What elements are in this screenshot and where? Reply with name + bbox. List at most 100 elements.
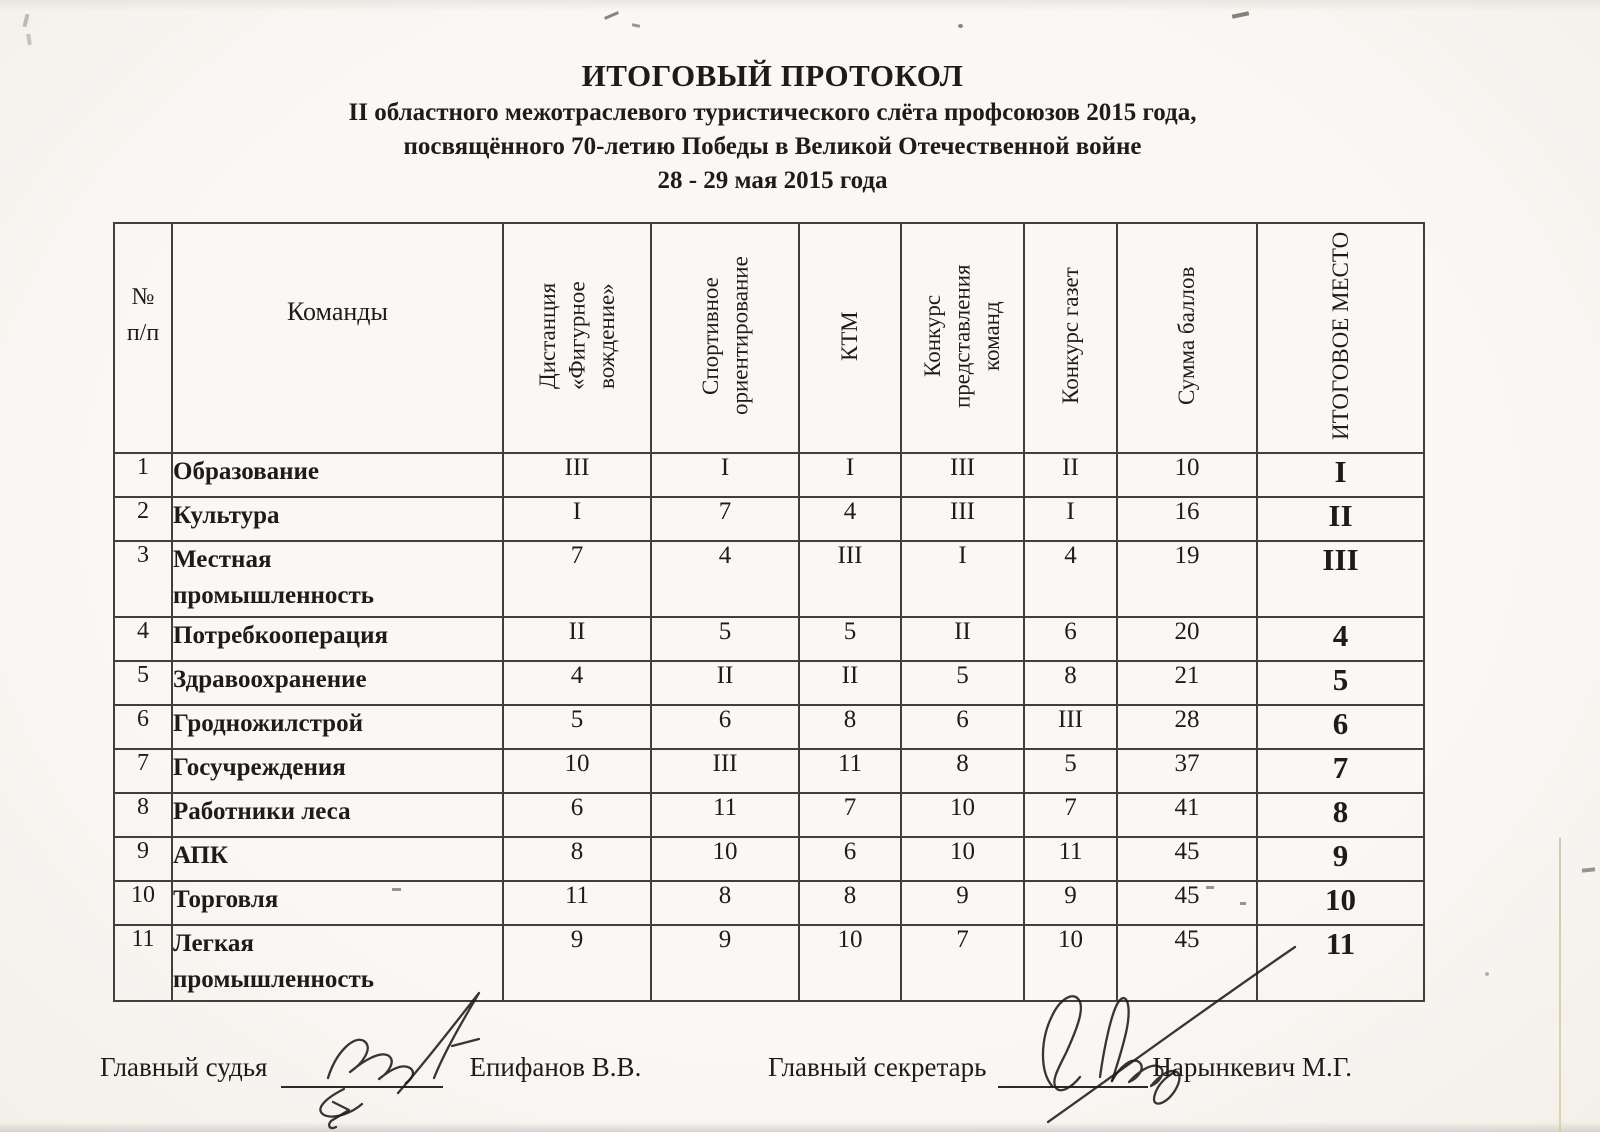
orienteering-score-cell: II xyxy=(650,660,800,706)
scan-artifact xyxy=(958,24,963,28)
table-row: 8 Работники леса 6 11 7 10 7 41 8 xyxy=(113,792,1425,838)
team-name-cell: Легкая промышленность xyxy=(171,924,504,1002)
ktm-score-cell: 8 xyxy=(798,880,902,926)
col-header-newspaper-contest-label: Конкурс газет xyxy=(1057,267,1083,404)
orienteering-score-cell: III xyxy=(650,748,800,794)
scan-artifact xyxy=(1231,11,1250,19)
final-place-cell: III xyxy=(1256,540,1425,618)
row-number-cell: 8 xyxy=(113,792,173,838)
judge-name: Епифанов В.В. xyxy=(469,1052,642,1082)
final-place-cell: 6 xyxy=(1256,704,1425,750)
col-header-newspaper-contest: Конкурс газет xyxy=(1023,222,1118,454)
scan-edge-top xyxy=(0,0,1600,12)
orienteering-score-cell: 11 xyxy=(650,792,800,838)
figure-driving-score-cell: 5 xyxy=(502,704,652,750)
col-header-orienteering: Спортивное ориентирование xyxy=(650,222,800,454)
ktm-score-cell: I xyxy=(798,452,902,498)
scan-artifact xyxy=(26,33,32,46)
table-row: 4 Потребкооперация II 5 5 II 6 20 4 xyxy=(113,616,1425,662)
total-points-cell: 41 xyxy=(1116,792,1258,838)
results-table: № п/п Команды Дистанция «Фигурное вожден… xyxy=(113,222,1425,1002)
scan-artifact xyxy=(631,23,641,28)
ktm-score-cell: 4 xyxy=(798,496,902,542)
scan-artifact xyxy=(392,888,401,891)
table-row: 2 Культура I 7 4 III I 16 II xyxy=(113,496,1425,542)
newspaper-score-cell: 5 xyxy=(1023,748,1118,794)
newspaper-score-cell: 10 xyxy=(1023,924,1118,1002)
scan-artifact xyxy=(22,13,30,28)
final-place-cell: 8 xyxy=(1256,792,1425,838)
team-name-cell: Местная промышленность xyxy=(171,540,504,618)
col-header-team-presentation: Конкурс представления команд xyxy=(900,222,1025,454)
judge-label: Главный судья xyxy=(100,1052,268,1082)
table-header-row: № п/п Команды Дистанция «Фигурное вожден… xyxy=(113,222,1425,454)
col-header-figure-driving-label: Дистанция «Фигурное вождение» xyxy=(534,281,619,390)
table-row: 1 Образование III I I III II 10 I xyxy=(113,452,1425,498)
team-name-cell: Образование xyxy=(171,452,504,498)
col-header-ktm-label: КТМ xyxy=(837,310,863,361)
newspaper-score-cell: 4 xyxy=(1023,540,1118,618)
col-header-teams-label: Команды xyxy=(287,297,388,326)
table-row: 9 АПК 8 10 6 10 11 45 9 xyxy=(113,836,1425,882)
presentation-score-cell: I xyxy=(900,540,1025,618)
final-place-cell: 10 xyxy=(1256,880,1425,926)
total-points-cell: 28 xyxy=(1116,704,1258,750)
judge-signature-block: Главный судья Епифанов В.В. xyxy=(100,1052,642,1088)
final-place-cell: 4 xyxy=(1256,616,1425,662)
newspaper-score-cell: 11 xyxy=(1023,836,1118,882)
figure-driving-score-cell: 8 xyxy=(502,836,652,882)
scan-artifact xyxy=(1581,867,1596,873)
row-number-cell: 3 xyxy=(113,540,173,618)
presentation-score-cell: III xyxy=(900,452,1025,498)
scan-artifact xyxy=(1485,972,1489,976)
document-title: ИТОГОВЫЙ ПРОТОКОЛ xyxy=(581,58,964,93)
ktm-score-cell: III xyxy=(798,540,902,618)
newspaper-score-cell: III xyxy=(1023,704,1118,750)
col-header-num: № п/п xyxy=(113,222,173,454)
row-number-cell: 1 xyxy=(113,452,173,498)
team-name-cell: Госучреждения xyxy=(171,748,504,794)
presentation-score-cell: III xyxy=(900,496,1025,542)
figure-driving-score-cell: 10 xyxy=(502,748,652,794)
scan-artifact xyxy=(1240,902,1246,905)
presentation-score-cell: 10 xyxy=(900,792,1025,838)
presentation-score-cell: 9 xyxy=(900,880,1025,926)
orienteering-score-cell: 6 xyxy=(650,704,800,750)
team-name-cell: Работники леса xyxy=(171,792,504,838)
team-name-cell: Гродножилстрой xyxy=(171,704,504,750)
col-header-final-place: ИТОГОВОЕ МЕСТО xyxy=(1256,222,1425,454)
row-number-cell: 2 xyxy=(113,496,173,542)
secretary-signature-block: Главный секретарь Нарынкевич М.Г. xyxy=(768,1052,1352,1088)
col-header-num-label: № п/п xyxy=(126,284,160,346)
figure-driving-score-cell: I xyxy=(502,496,652,542)
figure-driving-score-cell: 11 xyxy=(502,880,652,926)
row-number-cell: 4 xyxy=(113,616,173,662)
team-name-cell: Культура xyxy=(171,496,504,542)
total-points-cell: 37 xyxy=(1116,748,1258,794)
final-place-cell: 9 xyxy=(1256,836,1425,882)
figure-driving-score-cell: 9 xyxy=(502,924,652,1002)
row-number-cell: 10 xyxy=(113,880,173,926)
presentation-score-cell: II xyxy=(900,616,1025,662)
table-row: 6 Гродножилстрой 5 6 8 6 III 28 6 xyxy=(113,704,1425,750)
table-row: 10 Торговля 11 8 8 9 9 45 10 xyxy=(113,880,1425,926)
orienteering-score-cell: 9 xyxy=(650,924,800,1002)
ktm-score-cell: 6 xyxy=(798,836,902,882)
orienteering-score-cell: 7 xyxy=(650,496,800,542)
newspaper-score-cell: 9 xyxy=(1023,880,1118,926)
final-place-cell: 11 xyxy=(1256,924,1425,1002)
secretary-label: Главный секретарь xyxy=(768,1052,987,1082)
total-points-cell: 21 xyxy=(1116,660,1258,706)
presentation-score-cell: 8 xyxy=(900,748,1025,794)
document-date: 28 - 29 мая 2015 года xyxy=(657,167,888,194)
table-row: 11 Легкая промышленность 9 9 10 7 10 45 … xyxy=(113,924,1425,1002)
document-subtitle-line1: II областного межотраслевого туристическ… xyxy=(348,99,1197,126)
secretary-signature-line xyxy=(998,1086,1149,1088)
presentation-score-cell: 7 xyxy=(900,924,1025,1002)
ktm-score-cell: 5 xyxy=(798,616,902,662)
row-number-cell: 5 xyxy=(113,660,173,706)
col-header-orienteering-label: Спортивное ориентирование xyxy=(697,256,752,415)
figure-driving-score-cell: 6 xyxy=(502,792,652,838)
newspaper-score-cell: 7 xyxy=(1023,792,1118,838)
